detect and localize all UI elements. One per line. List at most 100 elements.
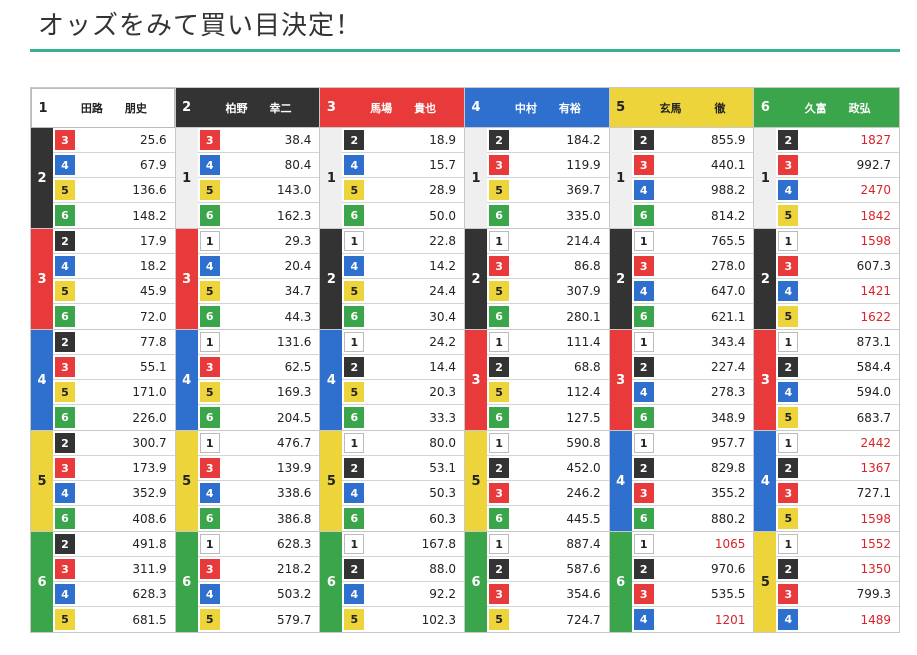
odds-row[interactable]: 4 14.2 [342, 254, 465, 279]
odds-row[interactable]: 5 681.5 [53, 607, 175, 632]
odds-row[interactable]: 4 594.0 [776, 380, 900, 405]
odds-row[interactable]: 5 307.9 [487, 279, 609, 304]
odds-row[interactable]: 2 300.7 [53, 431, 175, 456]
odds-row[interactable]: 2 53.1 [342, 456, 465, 481]
odds-row[interactable]: 5 1598 [776, 506, 899, 531]
odds-row[interactable]: 1 1552 [776, 532, 900, 557]
odds-row[interactable]: 5 102.3 [342, 607, 464, 632]
odds-row[interactable]: 1 80.0 [342, 431, 465, 456]
odds-row[interactable]: 2 1350 [776, 557, 900, 582]
odds-row[interactable]: 3 799.3 [776, 582, 900, 607]
odds-row[interactable]: 1 476.7 [197, 431, 320, 456]
odds-row[interactable]: 3 139.9 [197, 456, 320, 481]
odds-row[interactable]: 3 119.9 [487, 153, 609, 178]
odds-row[interactable]: 2 77.8 [53, 330, 175, 355]
odds-row[interactable]: 5 136.6 [53, 178, 175, 203]
odds-row[interactable]: 6 72.0 [53, 304, 175, 329]
odds-row[interactable]: 2 14.4 [342, 355, 465, 380]
odds-row[interactable]: 5 369.7 [487, 178, 609, 203]
odds-row[interactable]: 4 20.4 [197, 254, 320, 279]
odds-row[interactable]: 4 2470 [776, 178, 900, 203]
odds-row[interactable]: 3 38.4 [197, 128, 320, 153]
odds-row[interactable]: 6 621.1 [632, 304, 754, 329]
odds-row[interactable]: 6 280.1 [487, 304, 609, 329]
odds-row[interactable]: 4 1489 [776, 607, 899, 632]
odds-row[interactable]: 1 24.2 [342, 330, 465, 355]
odds-row[interactable]: 4 988.2 [631, 178, 754, 203]
odds-row[interactable]: 2 452.0 [487, 456, 609, 481]
odds-row[interactable]: 1 214.4 [487, 229, 609, 254]
odds-row[interactable]: 1 628.3 [197, 532, 320, 557]
odds-row[interactable]: 3 311.9 [53, 557, 175, 582]
odds-row[interactable]: 3 355.2 [631, 481, 754, 506]
odds-row[interactable]: 4 628.3 [53, 582, 175, 607]
odds-row[interactable]: 6 348.9 [632, 405, 754, 430]
odds-row[interactable]: 5 579.7 [198, 607, 320, 632]
odds-row[interactable]: 6 204.5 [198, 405, 320, 430]
odds-row[interactable]: 4 18.2 [53, 254, 175, 279]
odds-row[interactable]: 4 80.4 [197, 153, 320, 178]
odds-row[interactable]: 2 1367 [776, 456, 900, 481]
odds-row[interactable]: 6 386.8 [198, 506, 320, 531]
odds-row[interactable]: 6 335.0 [487, 203, 609, 228]
odds-row[interactable]: 2 855.9 [631, 128, 754, 153]
odds-row[interactable]: 2 184.2 [487, 128, 609, 153]
odds-row[interactable]: 5 20.3 [342, 380, 465, 405]
odds-row[interactable]: 1 111.4 [487, 330, 609, 355]
odds-row[interactable]: 4 1201 [632, 607, 754, 632]
odds-row[interactable]: 5 34.7 [197, 279, 320, 304]
odds-row[interactable]: 5 1842 [776, 203, 899, 228]
odds-row[interactable]: 5 28.9 [342, 178, 465, 203]
odds-row[interactable]: 6 880.2 [632, 506, 754, 531]
odds-row[interactable]: 3 535.5 [631, 582, 754, 607]
odds-row[interactable]: 2 1827 [776, 128, 900, 153]
odds-row[interactable]: 3 62.5 [197, 355, 320, 380]
odds-row[interactable]: 6 50.0 [342, 203, 464, 228]
odds-row[interactable]: 2 970.6 [631, 557, 754, 582]
odds-row[interactable]: 4 15.7 [342, 153, 465, 178]
odds-row[interactable]: 5 24.4 [342, 279, 465, 304]
odds-row[interactable]: 3 440.1 [631, 153, 754, 178]
odds-row[interactable]: 6 162.3 [198, 203, 320, 228]
odds-row[interactable]: 2 491.8 [53, 532, 175, 557]
odds-row[interactable]: 1 1065 [631, 532, 754, 557]
odds-row[interactable]: 6 30.4 [342, 304, 464, 329]
odds-row[interactable]: 5 143.0 [197, 178, 320, 203]
odds-row[interactable]: 6 33.3 [342, 405, 464, 430]
odds-row[interactable]: 2 68.8 [487, 355, 609, 380]
odds-row[interactable]: 3 278.0 [631, 254, 754, 279]
odds-row[interactable]: 1 131.6 [197, 330, 320, 355]
odds-row[interactable]: 3 86.8 [487, 254, 609, 279]
odds-row[interactable]: 1 1598 [776, 229, 900, 254]
odds-row[interactable]: 2 17.9 [53, 229, 175, 254]
odds-row[interactable]: 3 25.6 [53, 128, 175, 153]
odds-row[interactable]: 3 727.1 [776, 481, 900, 506]
odds-row[interactable]: 6 127.5 [487, 405, 609, 430]
odds-row[interactable]: 4 278.3 [631, 380, 754, 405]
odds-row[interactable]: 3 354.6 [487, 582, 609, 607]
odds-row[interactable]: 2 18.9 [342, 128, 465, 153]
odds-row[interactable]: 3 218.2 [197, 557, 320, 582]
odds-row[interactable]: 6 60.3 [342, 506, 464, 531]
odds-row[interactable]: 2 584.4 [776, 355, 900, 380]
odds-row[interactable]: 4 503.2 [197, 582, 320, 607]
odds-row[interactable]: 1 957.7 [631, 431, 754, 456]
odds-row[interactable]: 5 724.7 [487, 607, 609, 632]
odds-row[interactable]: 3 607.3 [776, 254, 900, 279]
odds-row[interactable]: 4 647.0 [631, 279, 754, 304]
odds-row[interactable]: 1 2442 [776, 431, 900, 456]
odds-row[interactable]: 6 44.3 [198, 304, 320, 329]
odds-row[interactable]: 5 1622 [776, 304, 899, 329]
odds-row[interactable]: 6 814.2 [632, 203, 754, 228]
odds-row[interactable]: 1 887.4 [487, 532, 609, 557]
odds-row[interactable]: 1 873.1 [776, 330, 900, 355]
odds-row[interactable]: 6 445.5 [487, 506, 609, 531]
odds-row[interactable]: 1 29.3 [197, 229, 320, 254]
odds-row[interactable]: 4 92.2 [342, 582, 465, 607]
odds-row[interactable]: 2 587.6 [487, 557, 609, 582]
odds-row[interactable]: 1 343.4 [631, 330, 754, 355]
odds-row[interactable]: 5 683.7 [776, 405, 899, 430]
odds-row[interactable]: 5 169.3 [197, 380, 320, 405]
odds-row[interactable]: 4 352.9 [53, 481, 175, 506]
odds-row[interactable]: 6 226.0 [53, 405, 175, 430]
